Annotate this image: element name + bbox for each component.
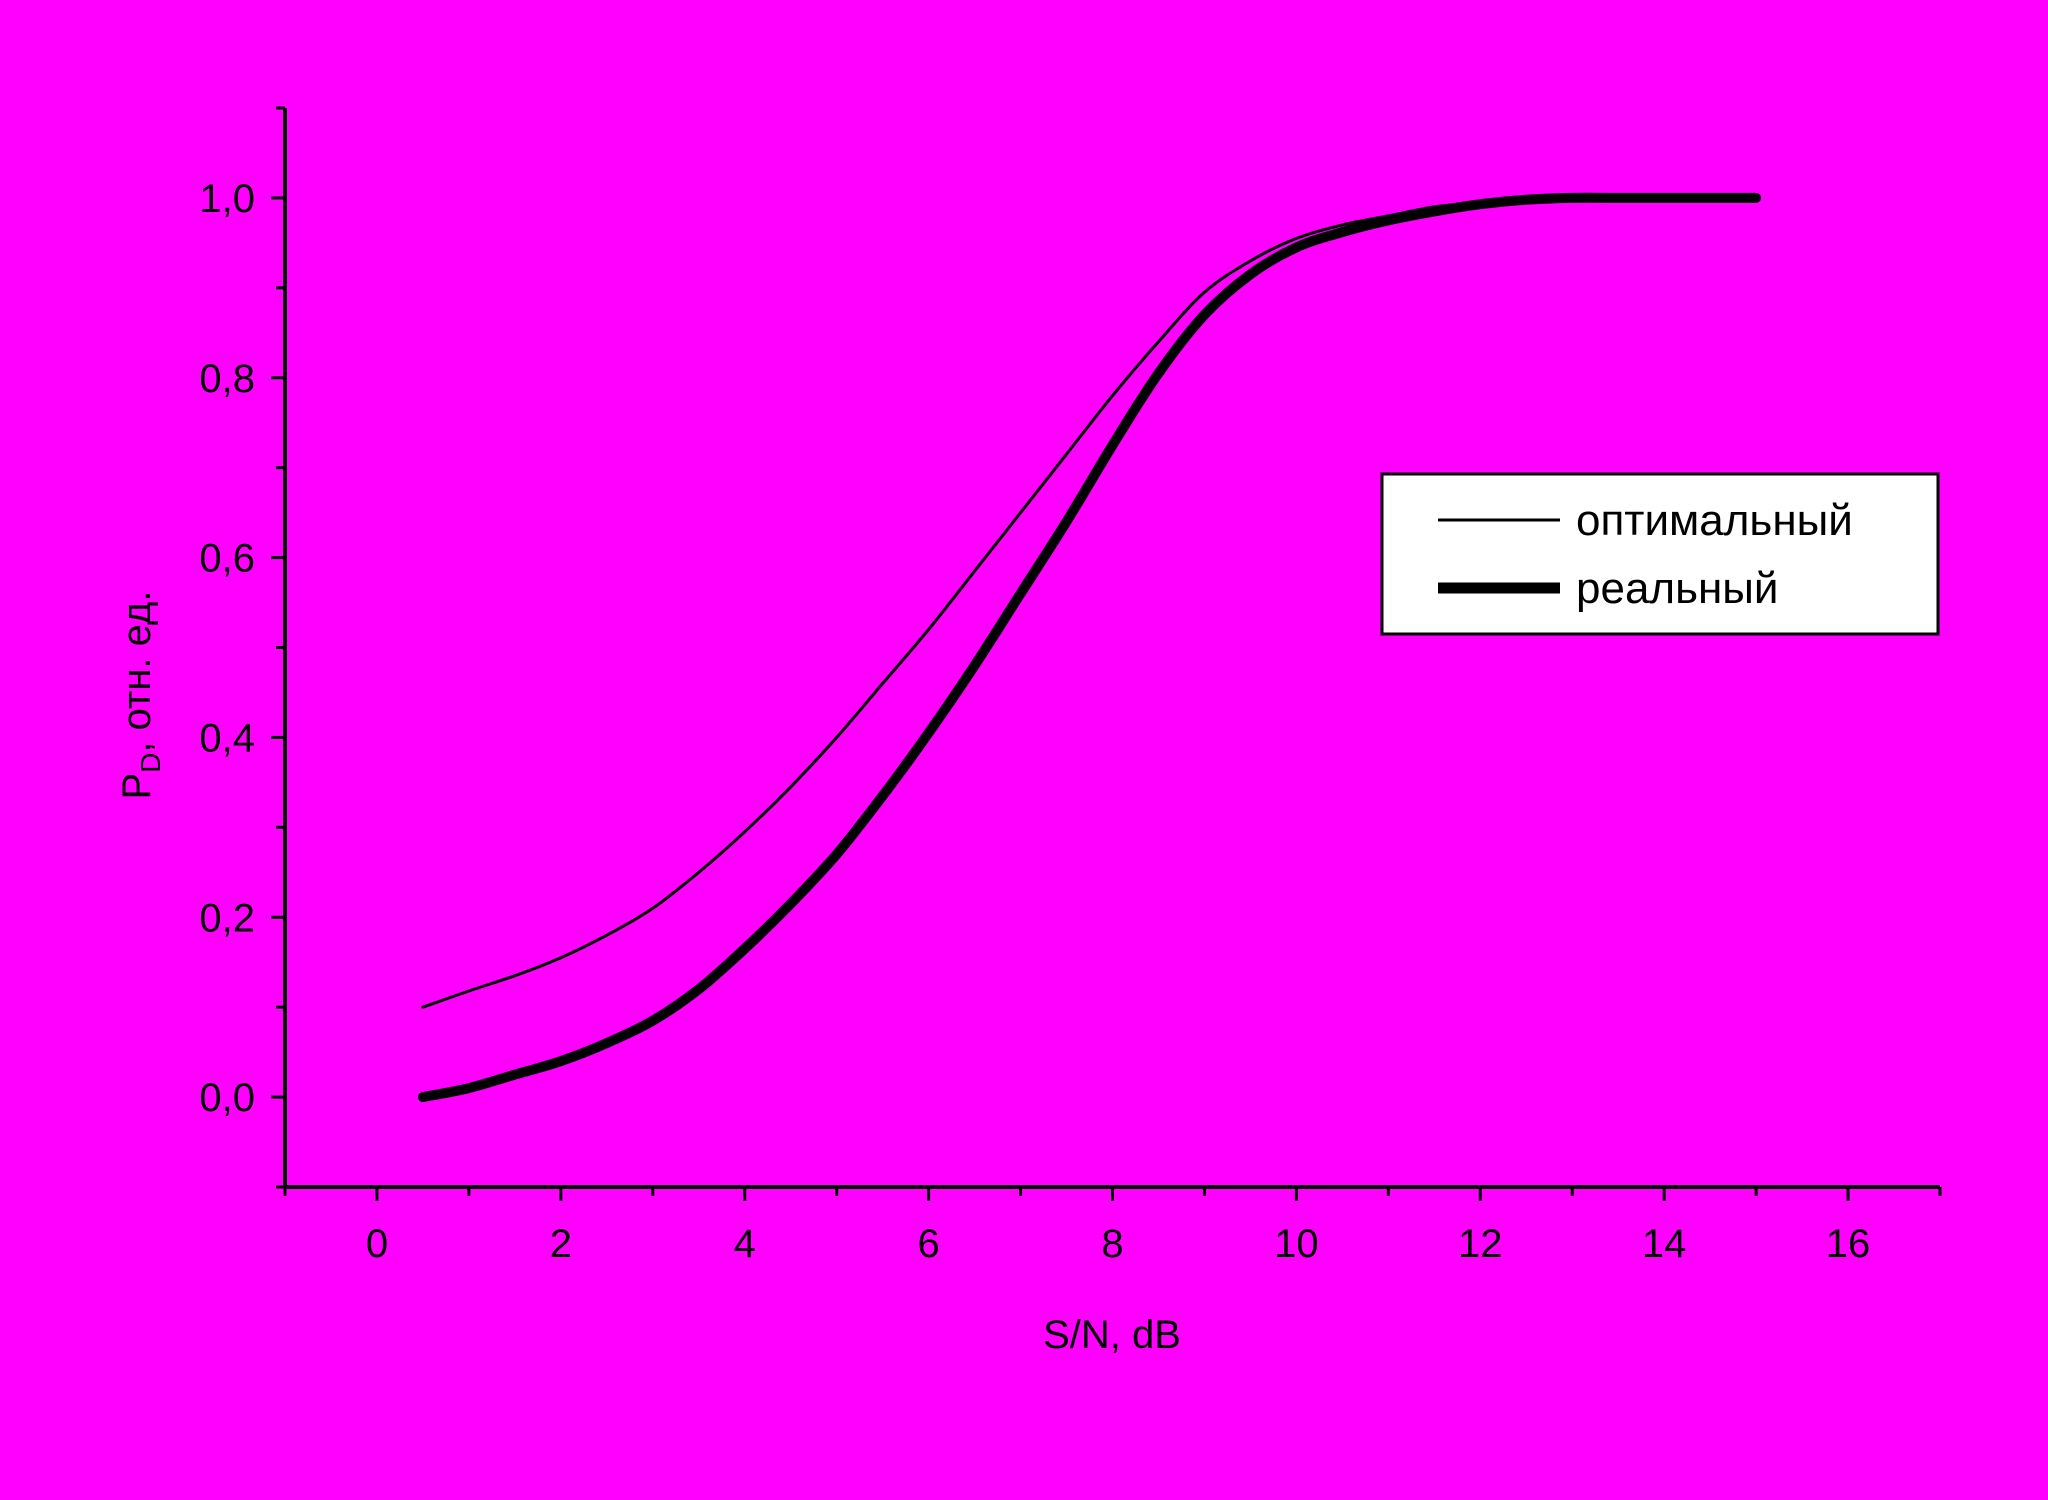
x-tick-label: 14 — [1642, 1222, 1687, 1266]
series-line-real — [417, 192, 1762, 1103]
series-lines — [417, 192, 1762, 1103]
legend-box — [1380, 472, 1940, 636]
y-tick-label: 1,0 — [199, 177, 255, 221]
x-tick-label: 8 — [1101, 1222, 1123, 1266]
y-tick-label: 0,0 — [199, 1076, 255, 1120]
y-tick-label: 0,6 — [199, 537, 255, 581]
x-tick-label: 0 — [366, 1222, 388, 1266]
legend: оптимальный реальный — [1380, 472, 1940, 636]
y-axis-title-subscript: D — [135, 753, 166, 773]
x-tick-label: 12 — [1458, 1222, 1503, 1266]
x-axis-title: S/N, dB — [1043, 1313, 1181, 1357]
y-axis-title-main: P — [115, 773, 159, 800]
x-tick-label: 16 — [1826, 1222, 1871, 1266]
x-tick-label: 6 — [917, 1222, 939, 1266]
x-tick-label: 10 — [1274, 1222, 1319, 1266]
legend-label-optimal: оптимальный — [1576, 496, 1853, 545]
y-tick-label: 0,8 — [199, 357, 255, 401]
y-axis-title: PD, отн. ед. — [115, 591, 166, 800]
legend-label-real: реальный — [1576, 564, 1779, 613]
y-tick-label: 0,2 — [199, 896, 255, 940]
axes: 0 2 4 6 8 10 12 14 16 0,0 0,2 0,4 0,6 0,8 1,0 — [199, 106, 1942, 1266]
y-tick-label: 0,4 — [199, 716, 255, 760]
y-axis-title-rest: , отн. ед. — [115, 591, 159, 753]
x-tick-label: 4 — [734, 1222, 756, 1266]
x-tick-label: 2 — [550, 1222, 572, 1266]
